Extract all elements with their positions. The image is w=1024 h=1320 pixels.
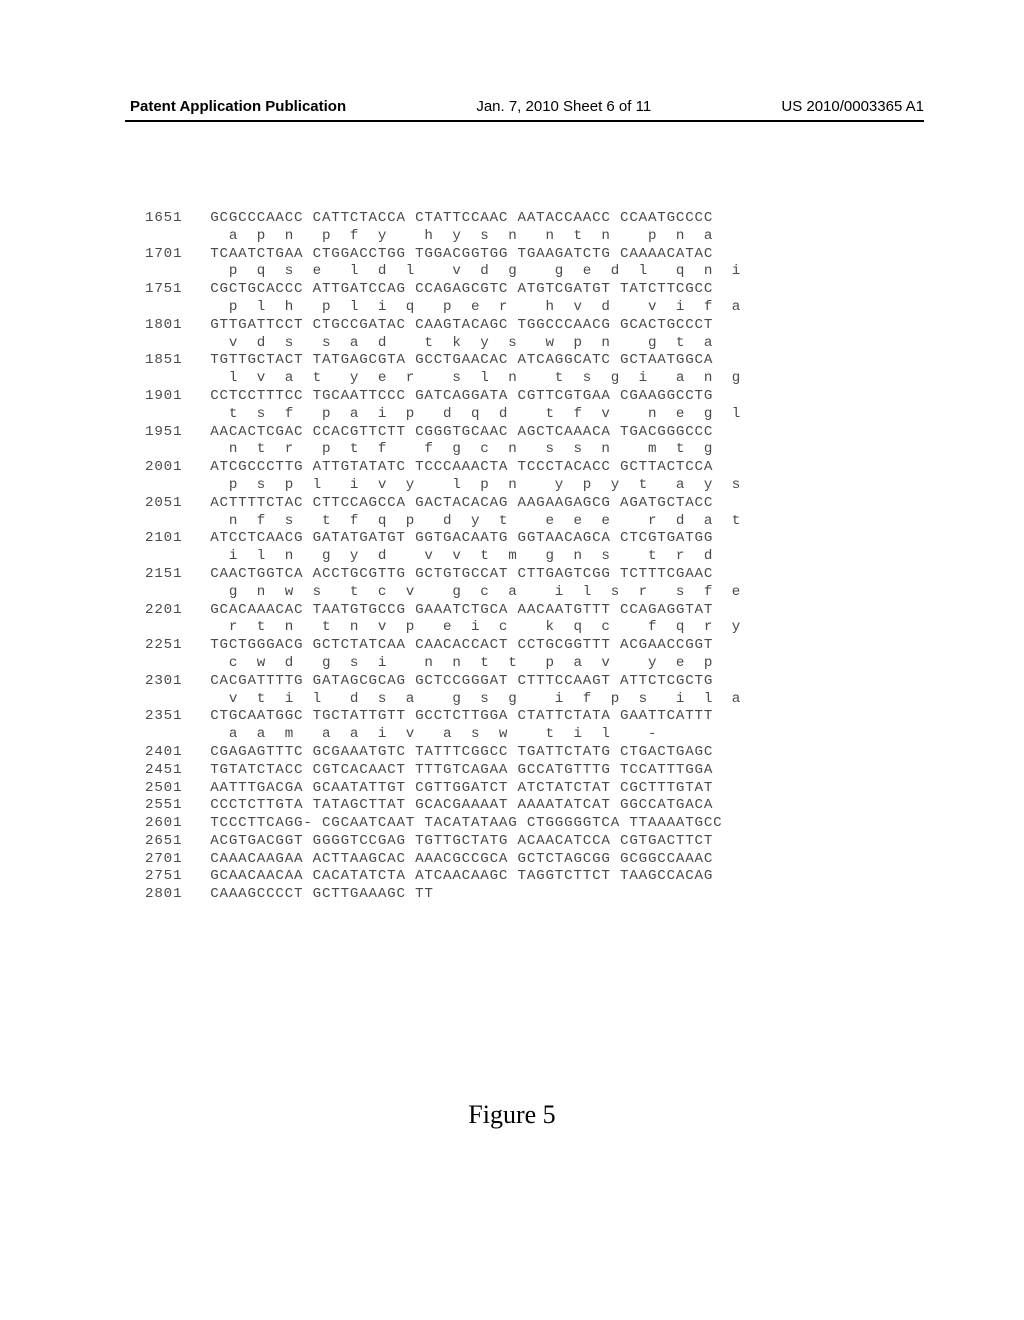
- header-rule: [125, 120, 924, 122]
- publication-type: Patent Application Publication: [130, 98, 346, 115]
- date-sheet: Jan. 7, 2010 Sheet 6 of 11: [476, 98, 651, 115]
- figure-caption: Figure 5: [0, 1100, 1024, 1130]
- publication-number: US 2010/0003365 A1: [781, 98, 924, 115]
- sequence-listing: 1651 GCGCCCAACC CATTCTACCA CTATTCCAAC AA…: [145, 210, 750, 904]
